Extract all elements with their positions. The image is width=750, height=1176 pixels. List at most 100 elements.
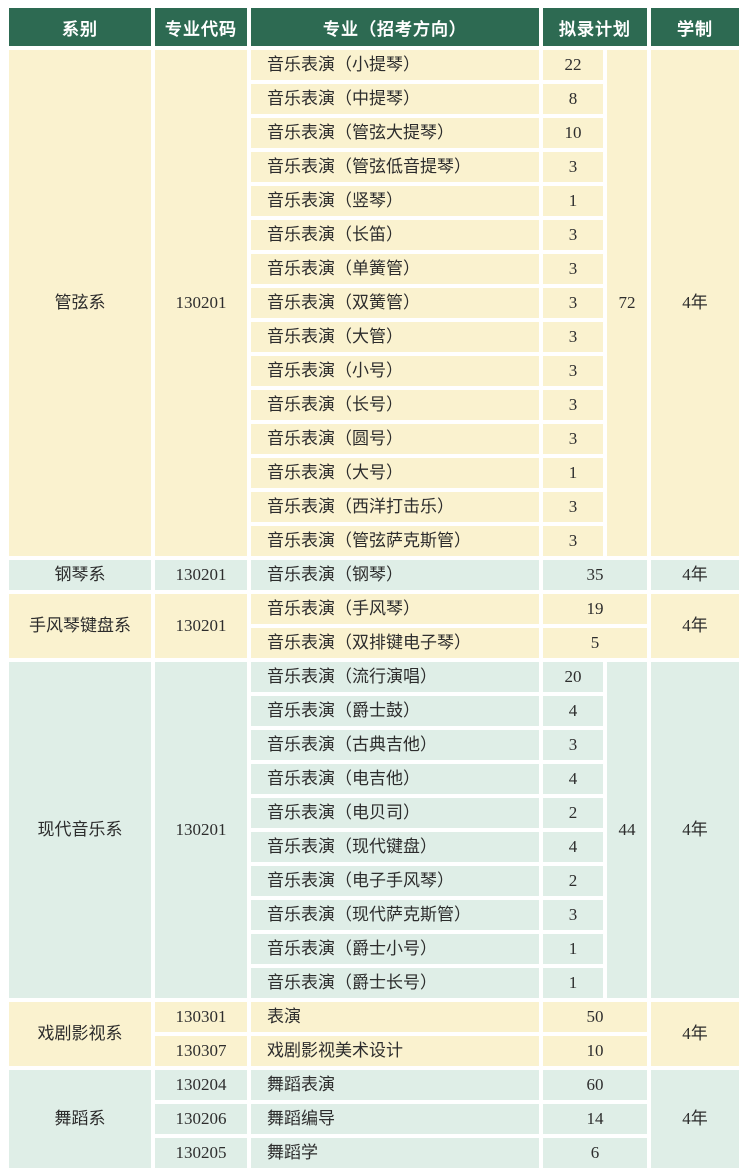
table-row: 音乐表演（大管） 3 [9, 322, 739, 352]
major-cell: 舞蹈表演 [251, 1070, 539, 1100]
table-row: 音乐表演（爵士鼓） 4 [9, 696, 739, 726]
plan-count-cell: 6 [543, 1138, 647, 1168]
plan-count-cell: 5 [543, 628, 647, 658]
table-row: 音乐表演（中提琴） 8 [9, 84, 739, 114]
major-cell: 舞蹈学 [251, 1138, 539, 1168]
table-row: 音乐表演（小号） 3 [9, 356, 739, 386]
plan-count-cell: 2 [543, 866, 603, 896]
major-cell: 戏剧影视美术设计 [251, 1036, 539, 1066]
major-code-cell: 130201 [155, 594, 247, 658]
col-header-major-direction: 专业（招考方向） [251, 8, 539, 46]
duration-cell: 4年 [651, 1070, 739, 1168]
major-cell: 音乐表演（电吉他） [251, 764, 539, 794]
table-row: 音乐表演（长号） 3 [9, 390, 739, 420]
major-cell: 舞蹈编导 [251, 1104, 539, 1134]
major-code-cell: 130301 [155, 1002, 247, 1032]
major-cell: 音乐表演（爵士长号） [251, 968, 539, 998]
header-row: 系别 专业代码 专业（招考方向） 拟录计划 学制 [9, 8, 739, 46]
major-cell: 音乐表演（长笛） [251, 220, 539, 250]
table-row: 音乐表演（西洋打击乐） 3 [9, 492, 739, 522]
major-cell: 音乐表演（中提琴） [251, 84, 539, 114]
duration-cell: 4年 [651, 1002, 739, 1066]
plan-count-cell: 1 [543, 458, 603, 488]
major-cell: 音乐表演（小提琴） [251, 50, 539, 80]
plan-count-cell: 3 [543, 356, 603, 386]
major-cell: 音乐表演（电贝司） [251, 798, 539, 828]
plan-count-cell: 1 [543, 934, 603, 964]
department-cell: 钢琴系 [9, 560, 151, 590]
major-cell: 音乐表演（现代萨克斯管） [251, 900, 539, 930]
plan-count-cell: 60 [543, 1070, 647, 1100]
table-row: 音乐表演（古典吉他） 3 [9, 730, 739, 760]
plan-count-cell: 35 [543, 560, 647, 590]
department-cell: 戏剧影视系 [9, 1002, 151, 1066]
major-cell: 音乐表演（爵士鼓） [251, 696, 539, 726]
table-row: 音乐表演（单簧管） 3 [9, 254, 739, 284]
table-row: 音乐表演（双簧管） 3 [9, 288, 739, 318]
col-header-major-code: 专业代码 [155, 8, 247, 46]
department-cell: 舞蹈系 [9, 1070, 151, 1168]
table-row: 音乐表演（圆号） 3 [9, 424, 739, 454]
major-cell: 音乐表演（管弦大提琴） [251, 118, 539, 148]
table-body: 管弦系 130201 音乐表演（小提琴） 22 72 4年 音乐表演（中提琴） 8 音乐表演（管… [9, 50, 739, 1168]
table-row: 音乐表演（现代萨克斯管） 3 [9, 900, 739, 930]
col-header-department: 系别 [9, 8, 151, 46]
table-row: 130206 舞蹈编导 14 [9, 1104, 739, 1134]
plan-count-cell: 10 [543, 1036, 647, 1066]
table-row: 音乐表演（电吉他） 4 [9, 764, 739, 794]
plan-count-cell: 3 [543, 900, 603, 930]
plan-count-cell: 1 [543, 968, 603, 998]
table-row: 音乐表演（现代键盘） 4 [9, 832, 739, 862]
major-cell: 音乐表演（管弦低音提琴） [251, 152, 539, 182]
major-cell: 音乐表演（管弦萨克斯管） [251, 526, 539, 556]
table-row: 音乐表演（大号） 1 [9, 458, 739, 488]
plan-count-cell: 3 [543, 254, 603, 284]
table-row: 音乐表演（管弦低音提琴） 3 [9, 152, 739, 182]
plan-count-cell: 3 [543, 492, 603, 522]
plan-count-cell: 3 [543, 526, 603, 556]
col-header-duration: 学制 [651, 8, 739, 46]
major-code-cell: 130205 [155, 1138, 247, 1168]
table-row: 音乐表演（管弦萨克斯管） 3 [9, 526, 739, 556]
col-header-planned-enrollment: 拟录计划 [543, 8, 647, 46]
plan-count-cell: 8 [543, 84, 603, 114]
table-row: 音乐表演（电子手风琴） 2 [9, 866, 739, 896]
major-cell: 音乐表演（长号） [251, 390, 539, 420]
major-cell: 音乐表演（圆号） [251, 424, 539, 454]
duration-cell: 4年 [651, 560, 739, 590]
major-code-cell: 130307 [155, 1036, 247, 1066]
table-row: 音乐表演（管弦大提琴） 10 [9, 118, 739, 148]
major-cell: 音乐表演（双簧管） [251, 288, 539, 318]
plan-count-cell: 14 [543, 1104, 647, 1134]
duration-cell: 4年 [651, 594, 739, 658]
plan-count-cell: 1 [543, 186, 603, 216]
table-row: 管弦系 130201 音乐表演（小提琴） 22 72 4年 [9, 50, 739, 556]
major-code-cell: 130204 [155, 1070, 247, 1100]
major-cell: 音乐表演（钢琴） [251, 560, 539, 590]
plan-total-cell: 72 [607, 50, 647, 556]
duration-cell: 4年 [651, 662, 739, 998]
table-row: 手风琴键盘系 130201 音乐表演（手风琴） 19 4年 [9, 594, 739, 658]
major-cell: 音乐表演（古典吉他） [251, 730, 539, 760]
plan-count-cell: 4 [543, 764, 603, 794]
table-header: 系别 专业代码 专业（招考方向） 拟录计划 学制 [9, 8, 739, 46]
major-cell: 音乐表演（现代键盘） [251, 832, 539, 862]
plan-count-cell: 20 [543, 662, 603, 692]
plan-count-cell: 10 [543, 118, 603, 148]
table-row: 音乐表演（双排键电子琴） 5 [9, 628, 739, 658]
plan-total-cell: 44 [607, 662, 647, 998]
major-cell: 表演 [251, 1002, 539, 1032]
plan-count-cell: 3 [543, 424, 603, 454]
major-cell: 音乐表演（手风琴） [251, 594, 539, 624]
major-cell: 音乐表演（爵士小号） [251, 934, 539, 964]
table-row: 舞蹈系 130204 舞蹈表演 60 4年 [9, 1070, 739, 1168]
major-cell: 音乐表演（双排键电子琴） [251, 628, 539, 658]
plan-count-cell: 3 [543, 390, 603, 420]
major-cell: 音乐表演（流行演唱） [251, 662, 539, 692]
department-cell: 管弦系 [9, 50, 151, 556]
major-cell: 音乐表演（大号） [251, 458, 539, 488]
table-row: 音乐表演（电贝司） 2 [9, 798, 739, 828]
major-cell: 音乐表演（电子手风琴） [251, 866, 539, 896]
major-code-cell: 130201 [155, 662, 247, 998]
table-row: 音乐表演（爵士小号） 1 [9, 934, 739, 964]
